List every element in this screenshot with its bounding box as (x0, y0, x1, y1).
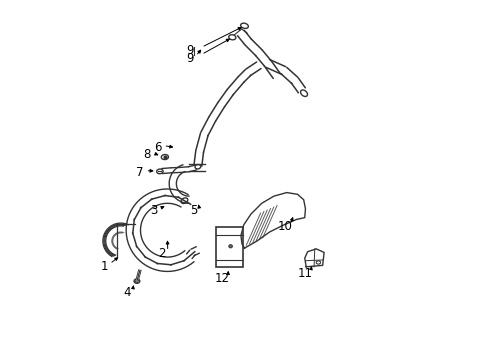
Text: 4: 4 (123, 287, 130, 300)
Bar (215, 227, 242, 267)
Text: 10: 10 (277, 220, 291, 233)
Text: 2: 2 (158, 247, 165, 260)
Text: 11: 11 (297, 267, 312, 280)
Text: 9: 9 (186, 51, 193, 64)
Text: 6: 6 (154, 141, 161, 154)
Text: 5: 5 (189, 204, 197, 217)
Text: 3: 3 (150, 204, 158, 217)
Text: 7: 7 (136, 166, 143, 179)
Text: 8: 8 (143, 148, 150, 161)
Text: 12: 12 (214, 272, 229, 285)
Ellipse shape (228, 245, 232, 248)
Text: 1: 1 (100, 260, 107, 273)
Text: 9: 9 (186, 44, 193, 57)
